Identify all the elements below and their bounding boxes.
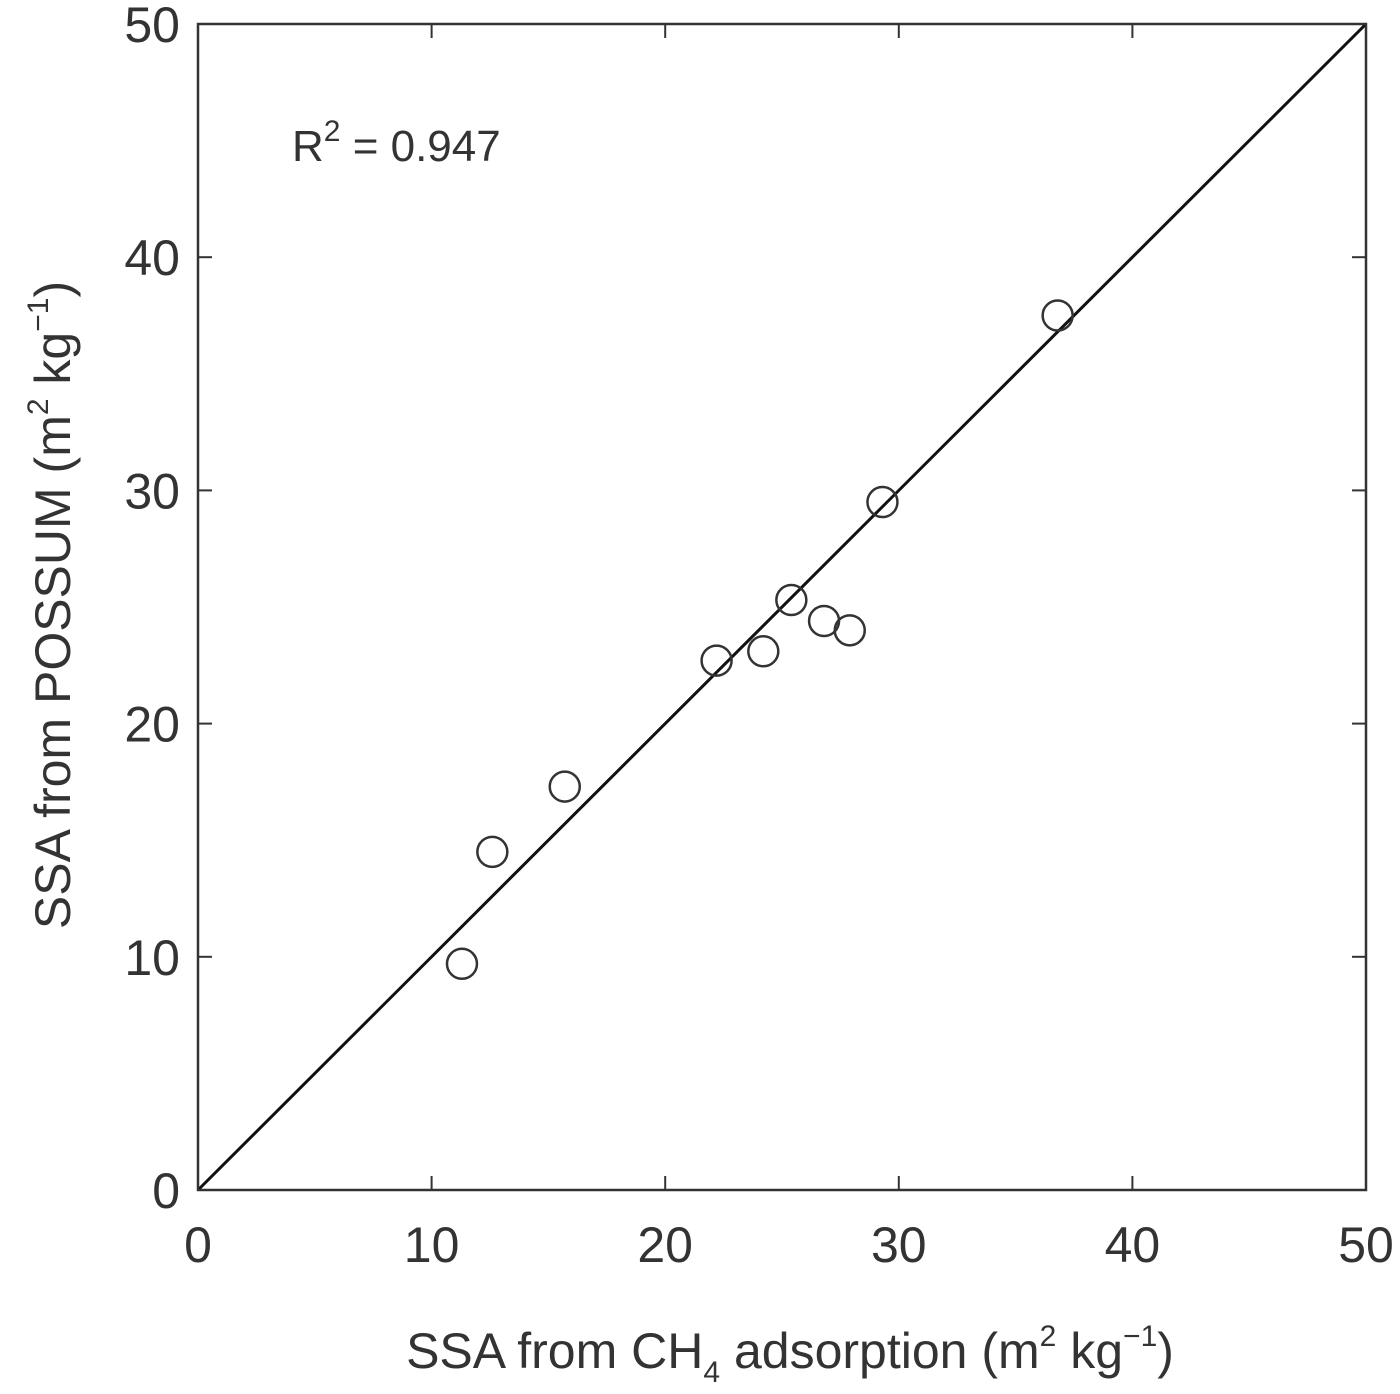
y-axis-ticks: 0 10 20 30 40 50 [124, 0, 1366, 1219]
y-tick-label: 20 [124, 697, 180, 753]
annotation-superscript: 2 [324, 115, 341, 148]
y-label-unit-middle: kg [25, 332, 81, 399]
x-tick-label: 30 [871, 1217, 927, 1273]
x-tick-label: 10 [404, 1217, 460, 1273]
y-label-suffix: ) [25, 281, 81, 298]
y-tick-label: 30 [124, 463, 180, 519]
one-to-one-reference-line [196, 22, 1368, 1192]
plot-area-frame [196, 22, 1368, 1192]
data-point [833, 614, 866, 647]
x-label-unit-superscript: 2 [1040, 1320, 1057, 1353]
x-tick-label: 50 [1338, 1217, 1394, 1273]
data-point [548, 770, 582, 803]
y-tick-label: 40 [124, 230, 180, 286]
annotation-suffix: = 0.947 [340, 122, 500, 171]
data-point [866, 485, 899, 519]
x-tick-label: 0 [184, 1217, 212, 1273]
x-axis-ticks: 0 10 20 30 40 50 [184, 24, 1394, 1273]
y-axis-label: SSA from POSSUM (m2 kg−1) [22, 281, 81, 929]
x-tick-label: 40 [1105, 1217, 1161, 1273]
y-tick-label: 0 [152, 1163, 180, 1219]
data-point [747, 635, 780, 668]
data-point [1041, 299, 1074, 332]
y-label-unit-superscript: 2 [22, 398, 55, 415]
r-squared-annotation: R2 = 0.947 [292, 115, 501, 171]
annotation-prefix: R [292, 122, 324, 171]
x-label-prefix: SSA from CH [406, 1323, 703, 1379]
y-tick-label: 10 [124, 930, 180, 986]
x-tick-label: 20 [637, 1217, 693, 1273]
data-point [700, 644, 733, 677]
x-label-suffix: ) [1157, 1323, 1174, 1379]
x-label-unit-middle: kg [1056, 1323, 1123, 1379]
x-axis-label: SSA from CH4 adsorption (m2 kg−1) [406, 1320, 1174, 1389]
y-label-prefix: SSA from POSSUM (m [25, 415, 81, 929]
x-label-middle: adsorption (m [720, 1323, 1040, 1379]
data-point [476, 835, 509, 869]
x-label-unit-superscript-2: −1 [1123, 1320, 1157, 1353]
y-tick-label: 50 [124, 0, 180, 53]
data-points [445, 299, 1074, 981]
data-point [445, 947, 479, 981]
x-label-subscript: 4 [703, 1356, 720, 1389]
data-point [775, 583, 808, 617]
y-label-unit-superscript-2: −1 [22, 298, 55, 332]
